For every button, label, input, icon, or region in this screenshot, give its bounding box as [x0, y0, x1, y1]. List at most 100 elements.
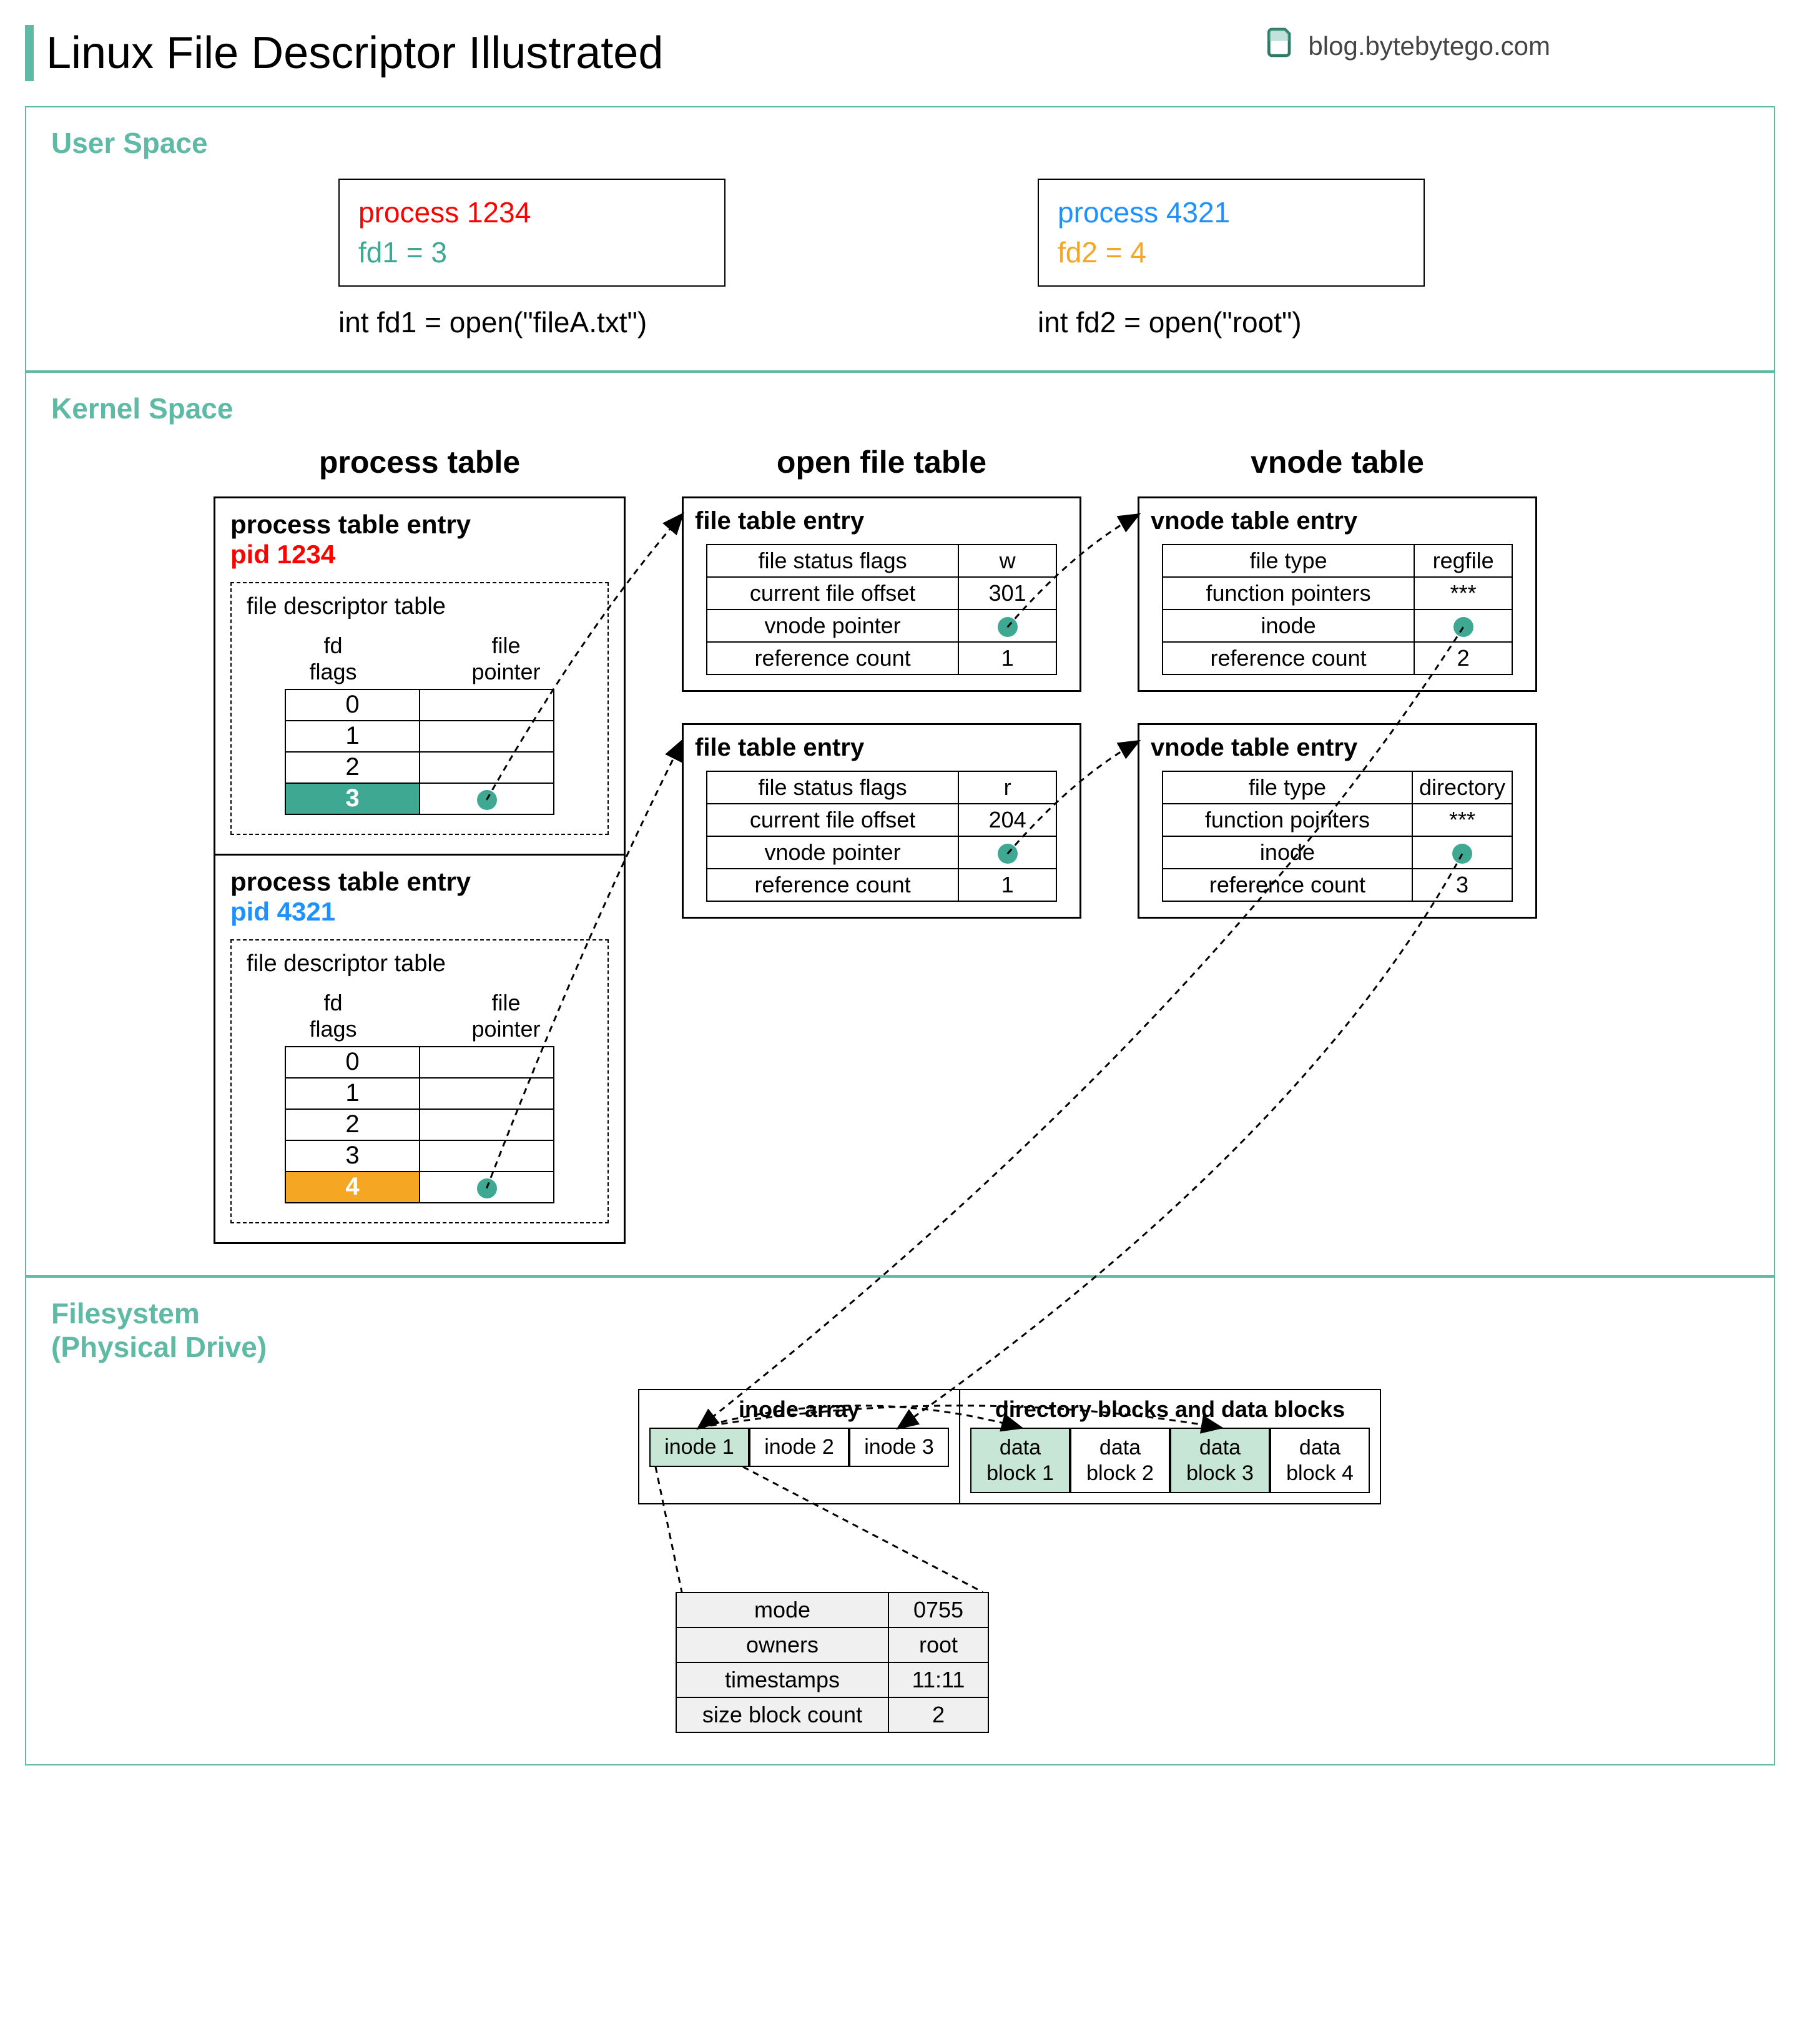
- process-2-group: process 4321 fd2 = 4 int fd2 = open("roo…: [1038, 179, 1425, 339]
- fdt-row-ptr: [420, 1047, 554, 1078]
- kernel-space-title: Kernel Space: [51, 392, 1749, 425]
- fdt-header-flags: fd flags: [247, 990, 420, 1042]
- kv-value: ***: [1414, 577, 1512, 610]
- process-1-box: process 1234 fd1 = 3: [338, 179, 725, 287]
- fte-2-table: file status flagsrcurrent file offset204…: [706, 771, 1057, 902]
- kv-key: file type: [1163, 545, 1414, 577]
- blog-attribution: blog.bytebytego.com: [1263, 25, 1550, 67]
- fdt-2-title: file descriptor table: [247, 950, 593, 977]
- process-table-title: process table: [214, 444, 626, 480]
- kv-key: function pointers: [1163, 804, 1412, 836]
- filesystem-title: Filesystem (Physical Drive): [51, 1296, 1749, 1364]
- user-space-title: User Space: [51, 126, 1749, 160]
- kv-key: function pointers: [1163, 577, 1414, 610]
- kv-key: reference count: [1163, 869, 1412, 901]
- inode-cell: inode 2: [749, 1428, 849, 1467]
- fdt-2-table: 01234: [285, 1046, 554, 1203]
- block-row: data block 1data block 2data block 3data…: [970, 1428, 1370, 1494]
- fdt-row-idx: 4: [285, 1172, 420, 1203]
- pte-1-label: process table entry: [230, 510, 609, 540]
- fdt-row-ptr: [420, 721, 554, 752]
- fdt-row-ptr: [420, 752, 554, 783]
- fdt-row-idx: 3: [285, 1140, 420, 1172]
- fdt-row-ptr: [420, 689, 554, 721]
- kv-value: 204: [958, 804, 1056, 836]
- blog-url: blog.bytebytego.com: [1308, 31, 1550, 61]
- vte-1: vnode table entry file typeregfilefuncti…: [1138, 496, 1537, 692]
- kv-value: r: [958, 771, 1056, 804]
- process-1-name: process 1234: [358, 192, 706, 232]
- kernel-space-section: Kernel Space process table process table…: [25, 372, 1775, 1276]
- open-file-table-column: open file table file table entry file st…: [682, 444, 1081, 1244]
- user-space-section: User Space process 1234 fd1 = 3 int fd1 …: [25, 106, 1775, 372]
- fte-1: file table entry file status flagswcurre…: [682, 496, 1081, 692]
- data-blocks-box: directory blocks and data blocks data bl…: [960, 1389, 1381, 1505]
- kv-value: directory: [1412, 771, 1512, 804]
- data-block-cell: data block 4: [1270, 1428, 1370, 1494]
- kv-value: [1412, 836, 1512, 869]
- process-2-fd: fd2 = 4: [1058, 232, 1405, 272]
- kv-key: reference count: [707, 642, 958, 674]
- kv-key: file type: [1163, 771, 1412, 804]
- inode-detail-val: root: [888, 1627, 988, 1662]
- vnode-table-column: vnode table vnode table entry file typer…: [1138, 444, 1537, 1244]
- data-block-cell: data block 2: [1070, 1428, 1170, 1494]
- inode-detail-val: 0755: [888, 1592, 988, 1627]
- process-2-box: process 4321 fd2 = 4: [1038, 179, 1425, 287]
- kv-key: current file offset: [707, 804, 958, 836]
- inode-detail-val: 2: [888, 1697, 988, 1732]
- process-2-call: int fd2 = open("root"): [1038, 305, 1425, 339]
- kv-key: file status flags: [707, 771, 958, 804]
- kv-value: 1: [958, 869, 1056, 901]
- inode-array-title: inode array: [649, 1396, 949, 1423]
- kv-value: 2: [1414, 642, 1512, 674]
- inode-row: inode 1inode 2inode 3: [649, 1428, 949, 1467]
- fdt-row-idx: 3: [285, 783, 420, 814]
- pointer-dot-icon: [1453, 617, 1473, 637]
- inode-detail-key: owners: [676, 1627, 888, 1662]
- kv-value: [958, 836, 1056, 869]
- fdt-2-headers: fd flags file pointer: [247, 990, 593, 1042]
- process-1-call: int fd1 = open("fileA.txt"): [338, 305, 725, 339]
- fdt-row-idx: 2: [285, 1109, 420, 1140]
- kv-value: ***: [1412, 804, 1512, 836]
- open-file-table-title: open file table: [682, 444, 1081, 480]
- kv-value: regfile: [1414, 545, 1512, 577]
- inode-cell: inode 1: [649, 1428, 749, 1467]
- kv-value: [1414, 610, 1512, 642]
- pointer-dot-icon: [477, 790, 497, 810]
- process-1-fd: fd1 = 3: [358, 232, 706, 272]
- vnode-table-title: vnode table: [1138, 444, 1537, 480]
- kv-key: current file offset: [707, 577, 958, 610]
- fdt-header-fileptr: file pointer: [420, 633, 593, 685]
- fdt-1: file descriptor table fd flags file poin…: [230, 582, 609, 835]
- inode-detail-val: 11:11: [888, 1662, 988, 1697]
- pte-1-pid: pid 1234: [230, 540, 609, 570]
- fdt-header-flags: fd flags: [247, 633, 420, 685]
- fdt-2: file descriptor table fd flags file poin…: [230, 939, 609, 1223]
- fdt-1-headers: fd flags file pointer: [247, 633, 593, 685]
- vte-2: vnode table entry file typedirectoryfunc…: [1138, 723, 1537, 919]
- vte-2-table: file typedirectoryfunction pointers***in…: [1162, 771, 1513, 902]
- pointer-dot-icon: [477, 1178, 497, 1198]
- kv-key: reference count: [707, 869, 958, 901]
- fdt-row-ptr: [420, 1172, 554, 1203]
- kv-key: inode: [1163, 610, 1414, 642]
- data-block-cell: data block 3: [1170, 1428, 1270, 1494]
- logo-icon: [1263, 25, 1298, 67]
- kv-value: w: [958, 545, 1056, 577]
- inode-detail: mode0755ownersroottimestamps11:11size bl…: [676, 1592, 1749, 1733]
- fdt-row-ptr: [420, 1109, 554, 1140]
- process-1-group: process 1234 fd1 = 3 int fd1 = open("fil…: [338, 179, 725, 339]
- data-blocks-title: directory blocks and data blocks: [970, 1396, 1370, 1423]
- pointer-dot-icon: [998, 844, 1018, 864]
- fdt-row-ptr: [420, 1140, 554, 1172]
- vte-1-label: vnode table entry: [1151, 507, 1524, 535]
- kv-key: vnode pointer: [707, 610, 958, 642]
- fdt-row-idx: 1: [285, 721, 420, 752]
- title-accent-bar: [25, 25, 34, 81]
- inode-detail-key: mode: [676, 1592, 888, 1627]
- fte-2: file table entry file status flagsrcurre…: [682, 723, 1081, 919]
- process-table-column: process table process table entry pid 12…: [214, 444, 626, 1244]
- page-title: Linux File Descriptor Illustrated: [46, 27, 663, 79]
